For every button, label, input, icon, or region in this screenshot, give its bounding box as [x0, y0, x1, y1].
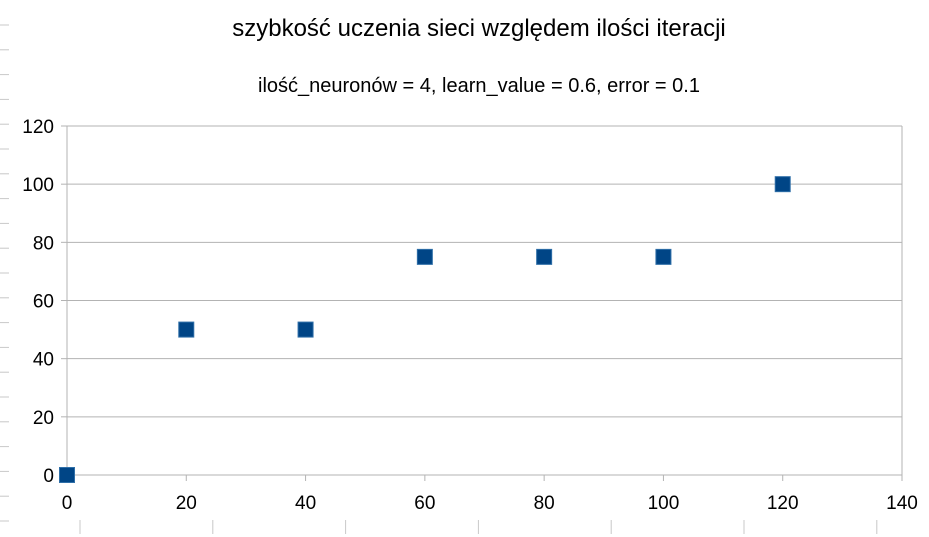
data-point-0	[59, 467, 75, 483]
y-tick-label-40: 40	[33, 350, 54, 371]
y-tick-label-100: 100	[22, 175, 54, 196]
data-point-40	[297, 321, 314, 338]
x-tick-labels: 0 20 40 60 80 100 120 140	[62, 493, 918, 514]
y-tick-labels: 0 20 40 60 80 100 120	[22, 117, 54, 487]
x-tick-label-80: 80	[534, 493, 555, 514]
data-point-120	[774, 176, 791, 193]
x-tick-label-0: 0	[62, 493, 73, 514]
data-point-100	[655, 248, 672, 265]
y-tick-label-60: 60	[33, 292, 54, 313]
y-tick-label-20: 20	[33, 408, 54, 429]
chart-title: szybkość uczenia sieci względem ilości i…	[232, 15, 726, 42]
data-point-80	[536, 248, 553, 265]
data-points	[59, 176, 791, 483]
x-tick-label-60: 60	[414, 493, 435, 514]
y-tick-label-0: 0	[43, 466, 54, 487]
chart-subtitle: ilość_neuronów = 4, learn_value = 0.6, e…	[258, 75, 700, 97]
x-tick-label-120: 120	[767, 493, 799, 514]
x-tick-label-40: 40	[295, 493, 316, 514]
data-point-20	[178, 321, 195, 338]
data-point-60	[416, 248, 433, 265]
y-tick-label-80: 80	[33, 233, 54, 254]
y-tick-label-120: 120	[22, 117, 54, 138]
x-tick-label-100: 100	[648, 493, 680, 514]
x-tick-label-20: 20	[176, 493, 197, 514]
x-tick-label-140: 140	[886, 493, 918, 514]
edge-decoration	[0, 24, 878, 534]
